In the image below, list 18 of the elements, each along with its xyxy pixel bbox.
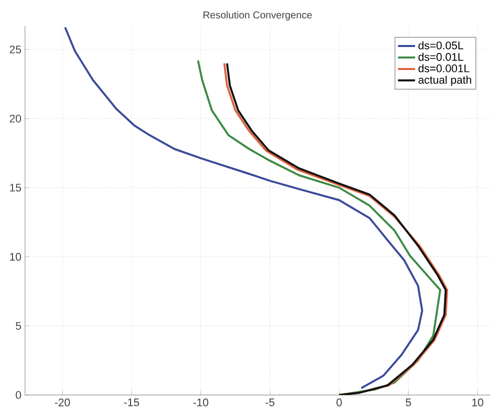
y-tick-label: 0 [16,391,22,399]
legend-label: actual path [418,76,472,86]
y-tick-label: 10 [10,252,22,261]
x-tick-label: -15 [124,398,140,406]
legend-label: ds=0.01L [418,52,464,61]
y-tick-label: 25 [10,46,21,54]
legend-label: ds=0.001L [418,64,470,72]
x-tick-label: 0 [336,398,342,406]
y-tick-label: 15 [10,184,21,192]
x-tick-label: 5 [406,398,411,406]
x-tick-label: 10 [472,398,484,406]
x-tick-label: -20 [54,398,70,406]
legend-label: ds=0.05L [418,41,464,50]
y-tick-label: 20 [10,114,22,122]
x-tick-label: -10 [193,398,208,406]
chart-title: Resolution Convergence [204,11,312,20]
x-tick-label: -5 [266,398,274,406]
y-tick-label: 5 [16,322,21,330]
